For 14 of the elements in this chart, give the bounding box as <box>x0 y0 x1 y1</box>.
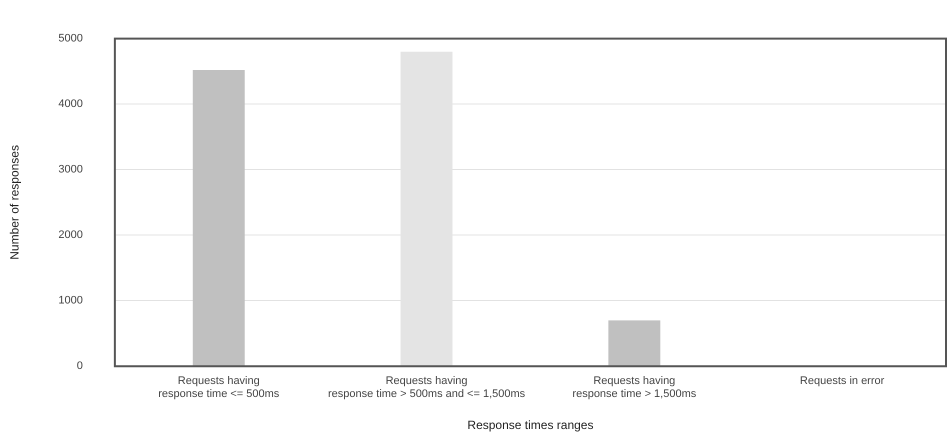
y-tick-label: 4000 <box>58 98 83 110</box>
x-tick-label: Requests having response time > 1,500ms <box>572 374 697 400</box>
y-tick-label: 1000 <box>58 294 83 307</box>
y-tick-label: 2000 <box>58 229 83 242</box>
x-axis-title: Response times ranges <box>467 418 594 432</box>
y-tick-label: 3000 <box>58 164 83 176</box>
y-axis-title: Number of responses <box>8 145 22 260</box>
x-tick-label: Requests having response time <= 500ms <box>158 374 280 400</box>
x-tick-label: Requests having response time > 500ms and <= 1,500ms <box>328 374 526 400</box>
x-tick-label: Requests in error <box>800 374 885 387</box>
y-tick-label: 0 <box>76 360 83 372</box>
y-tick-label: 5000 <box>58 32 83 45</box>
bar <box>608 320 660 366</box>
bar <box>192 70 245 366</box>
